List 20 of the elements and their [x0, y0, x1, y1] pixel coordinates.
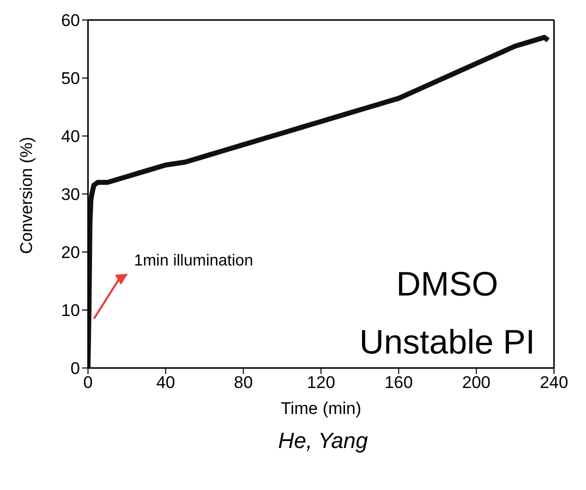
x-tick-label: 120: [306, 373, 336, 392]
x-axis-title: Time (min): [280, 399, 362, 418]
y-tick-label: 10: [61, 301, 80, 320]
x-tick-label: 240: [540, 373, 568, 392]
y-tick-label: 20: [61, 243, 80, 262]
text: He, Yang: [277, 428, 369, 454]
x-tick-label: 0: [83, 373, 93, 392]
annotation: Unstable PI: [359, 324, 536, 362]
x-tick-label: 200: [462, 373, 491, 392]
annotation: DMSO: [396, 266, 498, 304]
y-tick-label: 30: [61, 185, 80, 204]
y-tick-label: 50: [61, 69, 80, 88]
annotation: 1min illumination: [134, 252, 254, 270]
x-tick-label: 160: [384, 373, 413, 392]
y-axis-title: Conversion (%): [17, 136, 36, 254]
x-tick-label: 80: [234, 373, 253, 392]
x-tick-label: 40: [156, 373, 176, 392]
y-tick-label: 60: [61, 11, 80, 30]
y-tick-label: 40: [61, 127, 80, 146]
y-tick-label: 0: [70, 359, 80, 378]
